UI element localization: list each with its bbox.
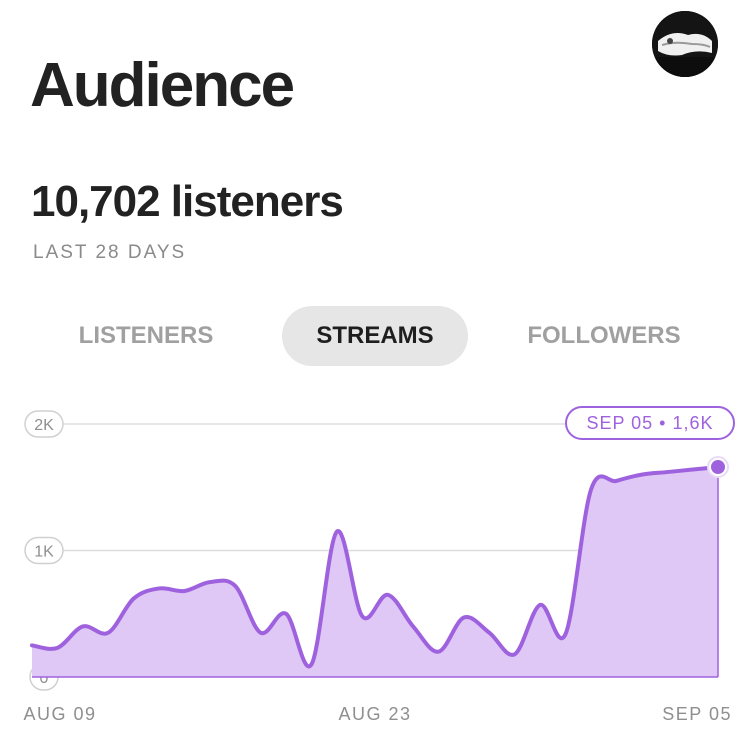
avatar-image xyxy=(652,11,718,77)
data-point xyxy=(513,652,517,656)
data-point xyxy=(208,580,212,584)
series-line xyxy=(30,465,720,669)
data-point xyxy=(538,603,542,607)
tab-listeners[interactable]: LISTENERS xyxy=(78,322,214,349)
data-point xyxy=(284,612,288,616)
data-point xyxy=(233,584,237,588)
data-point xyxy=(691,468,695,472)
data-point xyxy=(132,597,136,601)
y-tick-label: 2K xyxy=(34,417,54,434)
y-tick-label: 0 xyxy=(40,670,49,687)
data-point xyxy=(411,624,415,628)
data-point xyxy=(360,614,364,618)
x-tick-label: AUG 09 xyxy=(23,704,96,724)
data-point xyxy=(335,530,339,534)
period-label: LAST 28 DAYS xyxy=(33,242,187,263)
listener-count: 10,702 listeners xyxy=(31,177,344,226)
data-point xyxy=(30,643,34,647)
tooltip-pill xyxy=(565,406,735,440)
area-fill xyxy=(32,467,718,677)
x-tick-label: AUG 23 xyxy=(338,704,411,724)
data-point xyxy=(614,479,618,483)
data-point xyxy=(106,631,110,635)
y-tick-pill xyxy=(24,410,64,438)
data-point xyxy=(564,632,568,636)
page-title: Audience xyxy=(30,51,295,120)
data-point xyxy=(487,631,491,635)
tab-followers[interactable]: FOLLOWERS xyxy=(527,322,681,349)
data-point xyxy=(81,624,85,628)
data-point xyxy=(157,586,161,590)
y-tick-pill xyxy=(24,536,64,565)
profile-avatar[interactable] xyxy=(652,11,718,77)
data-point xyxy=(589,488,593,492)
data-point xyxy=(259,631,263,635)
highlight-point xyxy=(711,460,725,475)
tooltip-label: SEP 05 • 1,6K xyxy=(586,413,713,433)
x-tick-label: SEP 05 xyxy=(662,704,732,724)
data-point xyxy=(182,589,186,593)
data-point xyxy=(665,470,669,474)
data-point xyxy=(309,662,313,666)
streams-chart: 0 1K 2K SEP 05 • 1,6K AUG 09 AUG 23 SEP 05 xyxy=(23,406,735,724)
tab-streams[interactable]: STREAMS xyxy=(282,306,468,366)
data-point xyxy=(386,593,390,597)
data-point xyxy=(55,646,59,650)
metric-tabs: LISTENERS STREAMS FOLLOWERS xyxy=(0,306,750,368)
data-point xyxy=(640,473,644,477)
data-point xyxy=(437,650,441,654)
data-point xyxy=(462,616,466,620)
y-tick-label: 1K xyxy=(34,544,54,561)
